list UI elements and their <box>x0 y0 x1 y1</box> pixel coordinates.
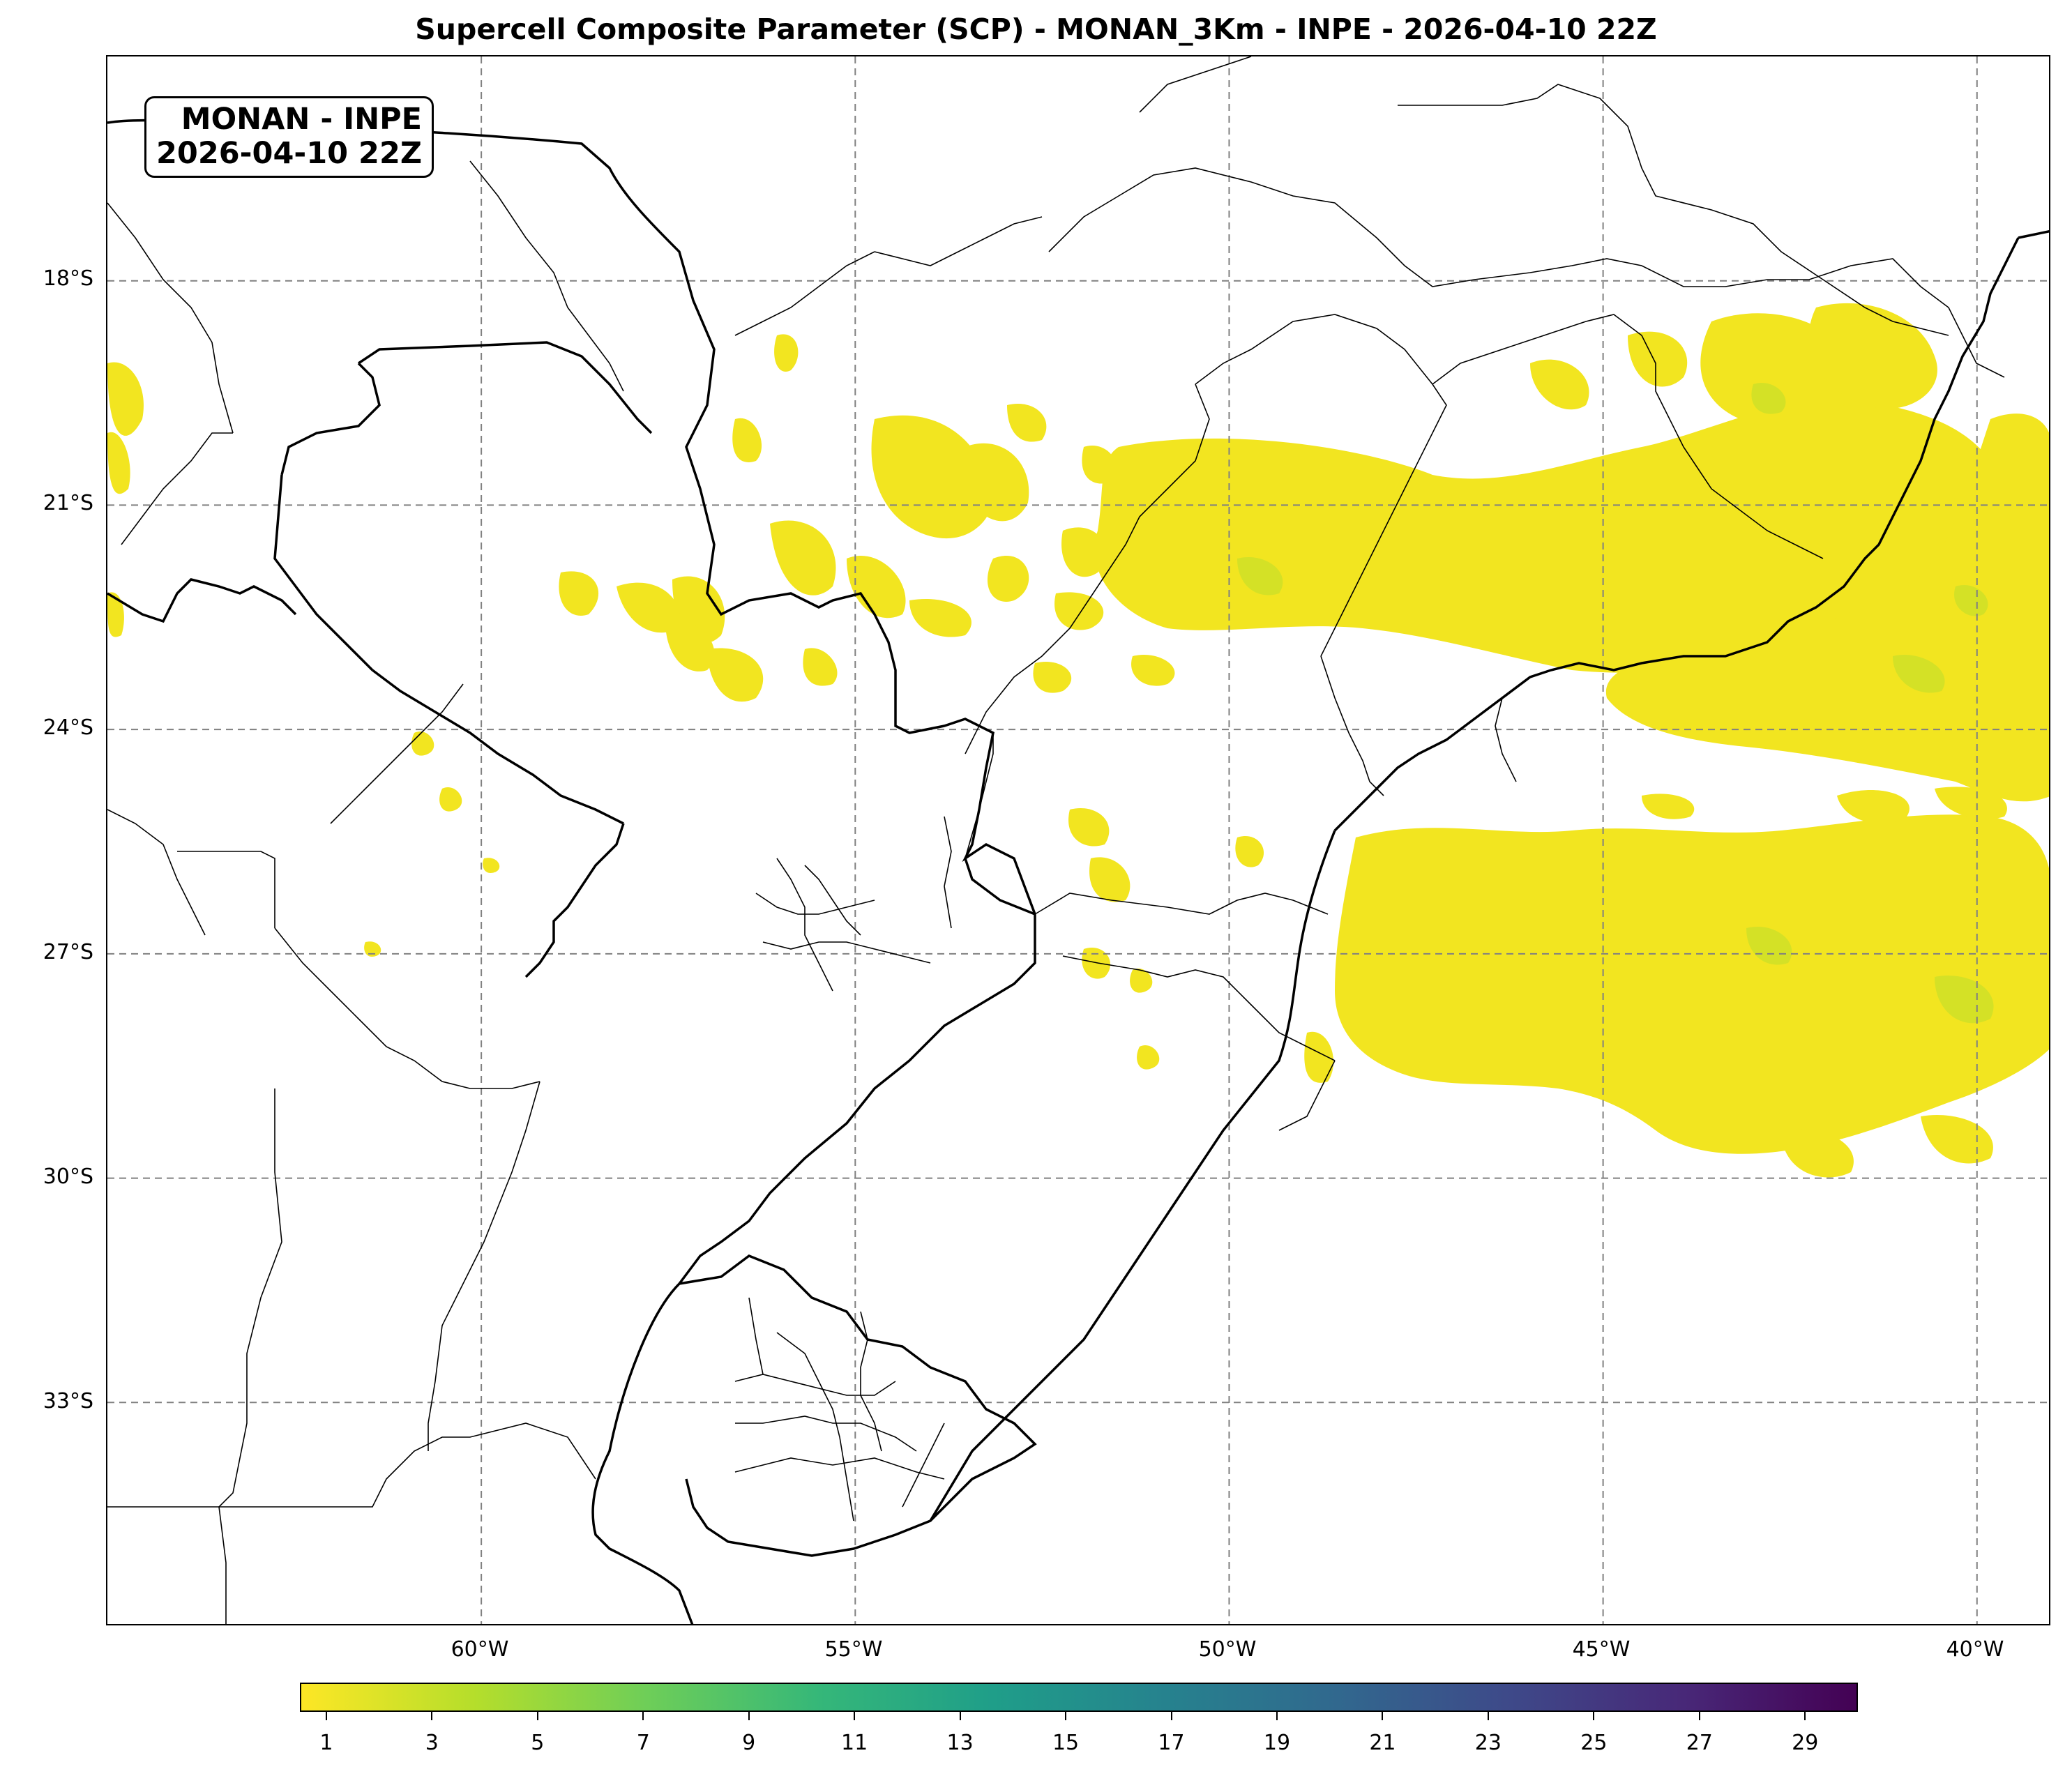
colorbar-tick-label: 5 <box>531 1731 545 1755</box>
lat-label-33s: 33°S <box>43 1389 93 1413</box>
lon-label-45w: 45°W <box>1572 1637 1631 1662</box>
colorbar-tick-mark <box>1698 1712 1700 1720</box>
country-borders <box>107 119 2049 1624</box>
chart-title: Supercell Composite Parameter (SCP) - MO… <box>415 13 1657 46</box>
colorbar-tick-label: 29 <box>1792 1731 1819 1755</box>
colorbar-tick-mark <box>536 1712 538 1720</box>
lat-label-30s: 30°S <box>43 1164 93 1189</box>
colorbar-tick-label: 13 <box>946 1731 974 1755</box>
colorbar-tick-mark <box>854 1712 856 1720</box>
colorbar-tick-mark <box>1382 1712 1384 1720</box>
model-stamp-box: MONAN - INPE 2026-04-10 22Z <box>144 96 434 178</box>
lon-label-55w: 55°W <box>824 1637 883 1662</box>
colorbar-tick-label: 15 <box>1052 1731 1080 1755</box>
colorbar-tick-label: 9 <box>742 1731 756 1755</box>
colorbar-tick-label: 25 <box>1580 1731 1608 1755</box>
lon-label-50w: 50°W <box>1198 1637 1257 1662</box>
lat-label-21s: 21°S <box>43 491 93 515</box>
colorbar-tick-label: 17 <box>1158 1731 1185 1755</box>
colorbar-tick-mark <box>642 1712 644 1720</box>
colorbar-tick-mark <box>1170 1712 1172 1720</box>
colorbar-tick-mark <box>1487 1712 1489 1720</box>
map-panel[interactable] <box>106 55 2050 1625</box>
colorbar-tick-label: 1 <box>319 1731 333 1755</box>
colorbar-tick-label: 3 <box>425 1731 439 1755</box>
lat-label-18s: 18°S <box>43 266 93 291</box>
colorbar-tick-mark <box>431 1712 433 1720</box>
scp-field-strong <box>1237 383 1994 1024</box>
colorbar-tick-mark <box>748 1712 750 1720</box>
colorbar-tick-label: 7 <box>636 1731 650 1755</box>
colorbar-tick-label: 23 <box>1474 1731 1502 1755</box>
state-borders <box>107 56 2005 1624</box>
map-canvas <box>107 56 2049 1624</box>
lon-label-40w: 40°W <box>1946 1637 2004 1662</box>
colorbar-tick-label: 21 <box>1369 1731 1396 1755</box>
colorbar <box>300 1683 1858 1712</box>
lat-label-24s: 24°S <box>43 715 93 740</box>
colorbar-tick-mark <box>1276 1712 1278 1720</box>
colorbar-tick-mark <box>325 1712 327 1720</box>
lon-label-60w: 60°W <box>451 1637 509 1662</box>
colorbar-tick-mark <box>1065 1712 1067 1720</box>
scp-field <box>107 303 2049 1178</box>
colorbar-tick-mark <box>1593 1712 1595 1720</box>
stamp-line-date: 2026-04-10 22Z <box>156 136 423 172</box>
lat-label-27s: 27°S <box>43 940 93 964</box>
colorbar-tick-label: 19 <box>1263 1731 1291 1755</box>
colorbar-tick-label: 27 <box>1686 1731 1713 1755</box>
stamp-line-model: MONAN - INPE <box>181 102 423 137</box>
colorbar-tick-label: 11 <box>841 1731 868 1755</box>
colorbar-tick-mark <box>1804 1712 1806 1720</box>
colorbar-tick-mark <box>959 1712 961 1720</box>
